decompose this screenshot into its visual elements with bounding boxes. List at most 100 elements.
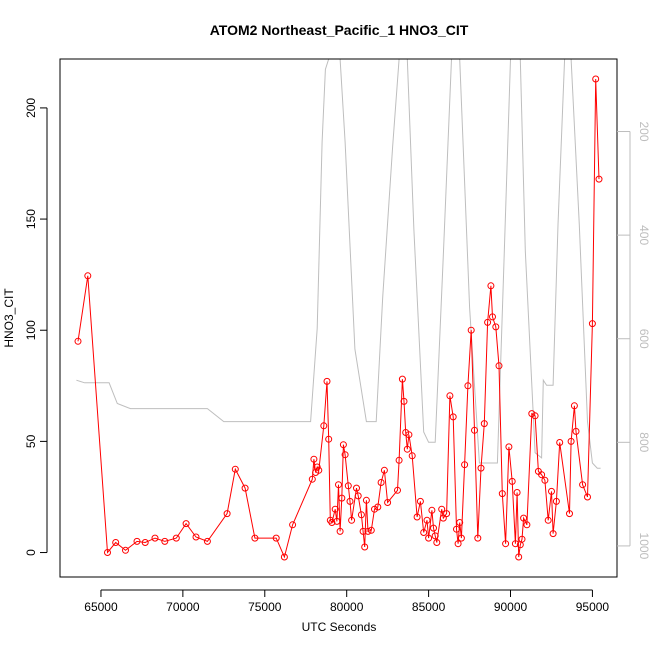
hno3-point bbox=[380, 466, 388, 474]
hno3-point bbox=[567, 437, 575, 445]
pressure-line bbox=[76, 59, 601, 469]
hno3-point bbox=[84, 272, 92, 280]
hno3-point bbox=[487, 282, 495, 290]
hno3-point bbox=[341, 451, 349, 459]
hno3-point bbox=[457, 534, 465, 542]
hno3-point bbox=[423, 516, 431, 524]
hno3-point bbox=[367, 526, 375, 534]
hno3-point bbox=[584, 493, 591, 501]
hno3-point bbox=[357, 511, 365, 519]
hno3-point bbox=[361, 543, 369, 551]
x-tick-label: 90000 bbox=[494, 600, 528, 614]
hno3-point bbox=[477, 464, 485, 472]
hno3-point bbox=[431, 532, 439, 540]
hno3-point bbox=[489, 313, 496, 321]
hno3-point bbox=[471, 426, 478, 434]
hno3-point bbox=[310, 455, 318, 463]
y-axis: 0 50 100 150 200 bbox=[24, 98, 48, 556]
x-axis: 65000 70000 75000 80000 85000 90000 95000 bbox=[84, 589, 610, 614]
hno3-point bbox=[133, 537, 141, 545]
hno3-point bbox=[325, 435, 333, 443]
hno3-point bbox=[541, 476, 549, 484]
hno3-point bbox=[492, 323, 500, 331]
hno3-point bbox=[520, 514, 528, 522]
hno3-point bbox=[231, 465, 239, 473]
hno3-point bbox=[570, 402, 578, 410]
hno3-point bbox=[446, 392, 454, 400]
x-tick-label: 95000 bbox=[576, 600, 610, 614]
hno3-point bbox=[461, 461, 469, 469]
x-tick-label: 85000 bbox=[412, 600, 446, 614]
hno3-point bbox=[323, 377, 331, 385]
hno3-point bbox=[289, 521, 297, 529]
hno3-point bbox=[420, 529, 428, 536]
hno3-point bbox=[438, 505, 446, 513]
hno3-point bbox=[523, 521, 531, 529]
y2-tick-label: 600 bbox=[637, 329, 650, 349]
hno3-point bbox=[353, 484, 360, 492]
hno3-point bbox=[408, 452, 416, 460]
hno3-point bbox=[518, 535, 526, 543]
hno3-point bbox=[395, 456, 403, 464]
hno3-point bbox=[172, 534, 180, 542]
hno3-point bbox=[384, 499, 392, 506]
hno3-point bbox=[515, 553, 523, 561]
hno3-point bbox=[333, 517, 341, 525]
hno3-point bbox=[241, 484, 249, 492]
hno3-point bbox=[495, 362, 503, 370]
hno3-point bbox=[313, 463, 321, 471]
hno3-point bbox=[338, 494, 346, 502]
hno3-point bbox=[374, 503, 382, 511]
hno3-point bbox=[425, 534, 433, 542]
x-tick-label: 65000 bbox=[84, 600, 118, 614]
hno3-point bbox=[104, 549, 111, 556]
hno3-point bbox=[335, 481, 342, 489]
hno3-point bbox=[251, 534, 259, 542]
x-axis-title: UTC Seconds bbox=[302, 620, 377, 634]
hno3-point bbox=[400, 397, 408, 405]
y2-tick-label: 200 bbox=[637, 122, 650, 142]
y-axis-title: HNO3_CIT bbox=[2, 288, 16, 348]
hno3-point bbox=[548, 487, 555, 495]
hno3-point bbox=[566, 510, 573, 518]
hno3-point bbox=[344, 482, 352, 490]
right-y-axis: 200 400 600 800 1000 bbox=[617, 122, 650, 560]
hno3-point bbox=[336, 527, 344, 535]
y-tick-label: 50 bbox=[24, 434, 38, 448]
hno3-point bbox=[122, 546, 129, 554]
hno3-point bbox=[223, 510, 231, 518]
hno3-point bbox=[272, 534, 280, 542]
hno3-point bbox=[433, 539, 441, 546]
x-tick-label: 70000 bbox=[166, 600, 200, 614]
y2-tick-label: 800 bbox=[637, 432, 650, 452]
hno3-point bbox=[413, 513, 421, 521]
chart-title: ATOM2 Northeast_Pacific_1 HNO3_CIT bbox=[210, 22, 469, 38]
hno3-point bbox=[326, 516, 334, 524]
hno3-point bbox=[364, 527, 372, 535]
pressure-series bbox=[76, 59, 601, 469]
hno3-point bbox=[151, 534, 159, 542]
y2-tick-label: 400 bbox=[637, 225, 650, 245]
hno3-point bbox=[428, 506, 436, 514]
hno3-point bbox=[552, 497, 560, 505]
hno3-point bbox=[592, 75, 600, 83]
hno3-point bbox=[308, 475, 316, 483]
hno3-point bbox=[484, 318, 492, 326]
hno3-point bbox=[354, 492, 362, 500]
hno3-point bbox=[362, 496, 370, 504]
x-tick-label: 80000 bbox=[330, 600, 364, 614]
hno3-point bbox=[556, 439, 564, 446]
y-tick-label: 100 bbox=[24, 320, 38, 340]
hno3-point bbox=[161, 537, 169, 545]
hno3-point bbox=[588, 320, 596, 328]
hno3-point bbox=[398, 375, 406, 383]
hno3-point bbox=[315, 466, 323, 474]
hno3-point bbox=[531, 412, 539, 420]
hno3-point bbox=[456, 519, 464, 526]
hno3-point bbox=[480, 420, 488, 428]
hno3-point bbox=[464, 382, 472, 390]
hno3-point bbox=[339, 441, 347, 449]
plot-frame bbox=[59, 58, 618, 578]
